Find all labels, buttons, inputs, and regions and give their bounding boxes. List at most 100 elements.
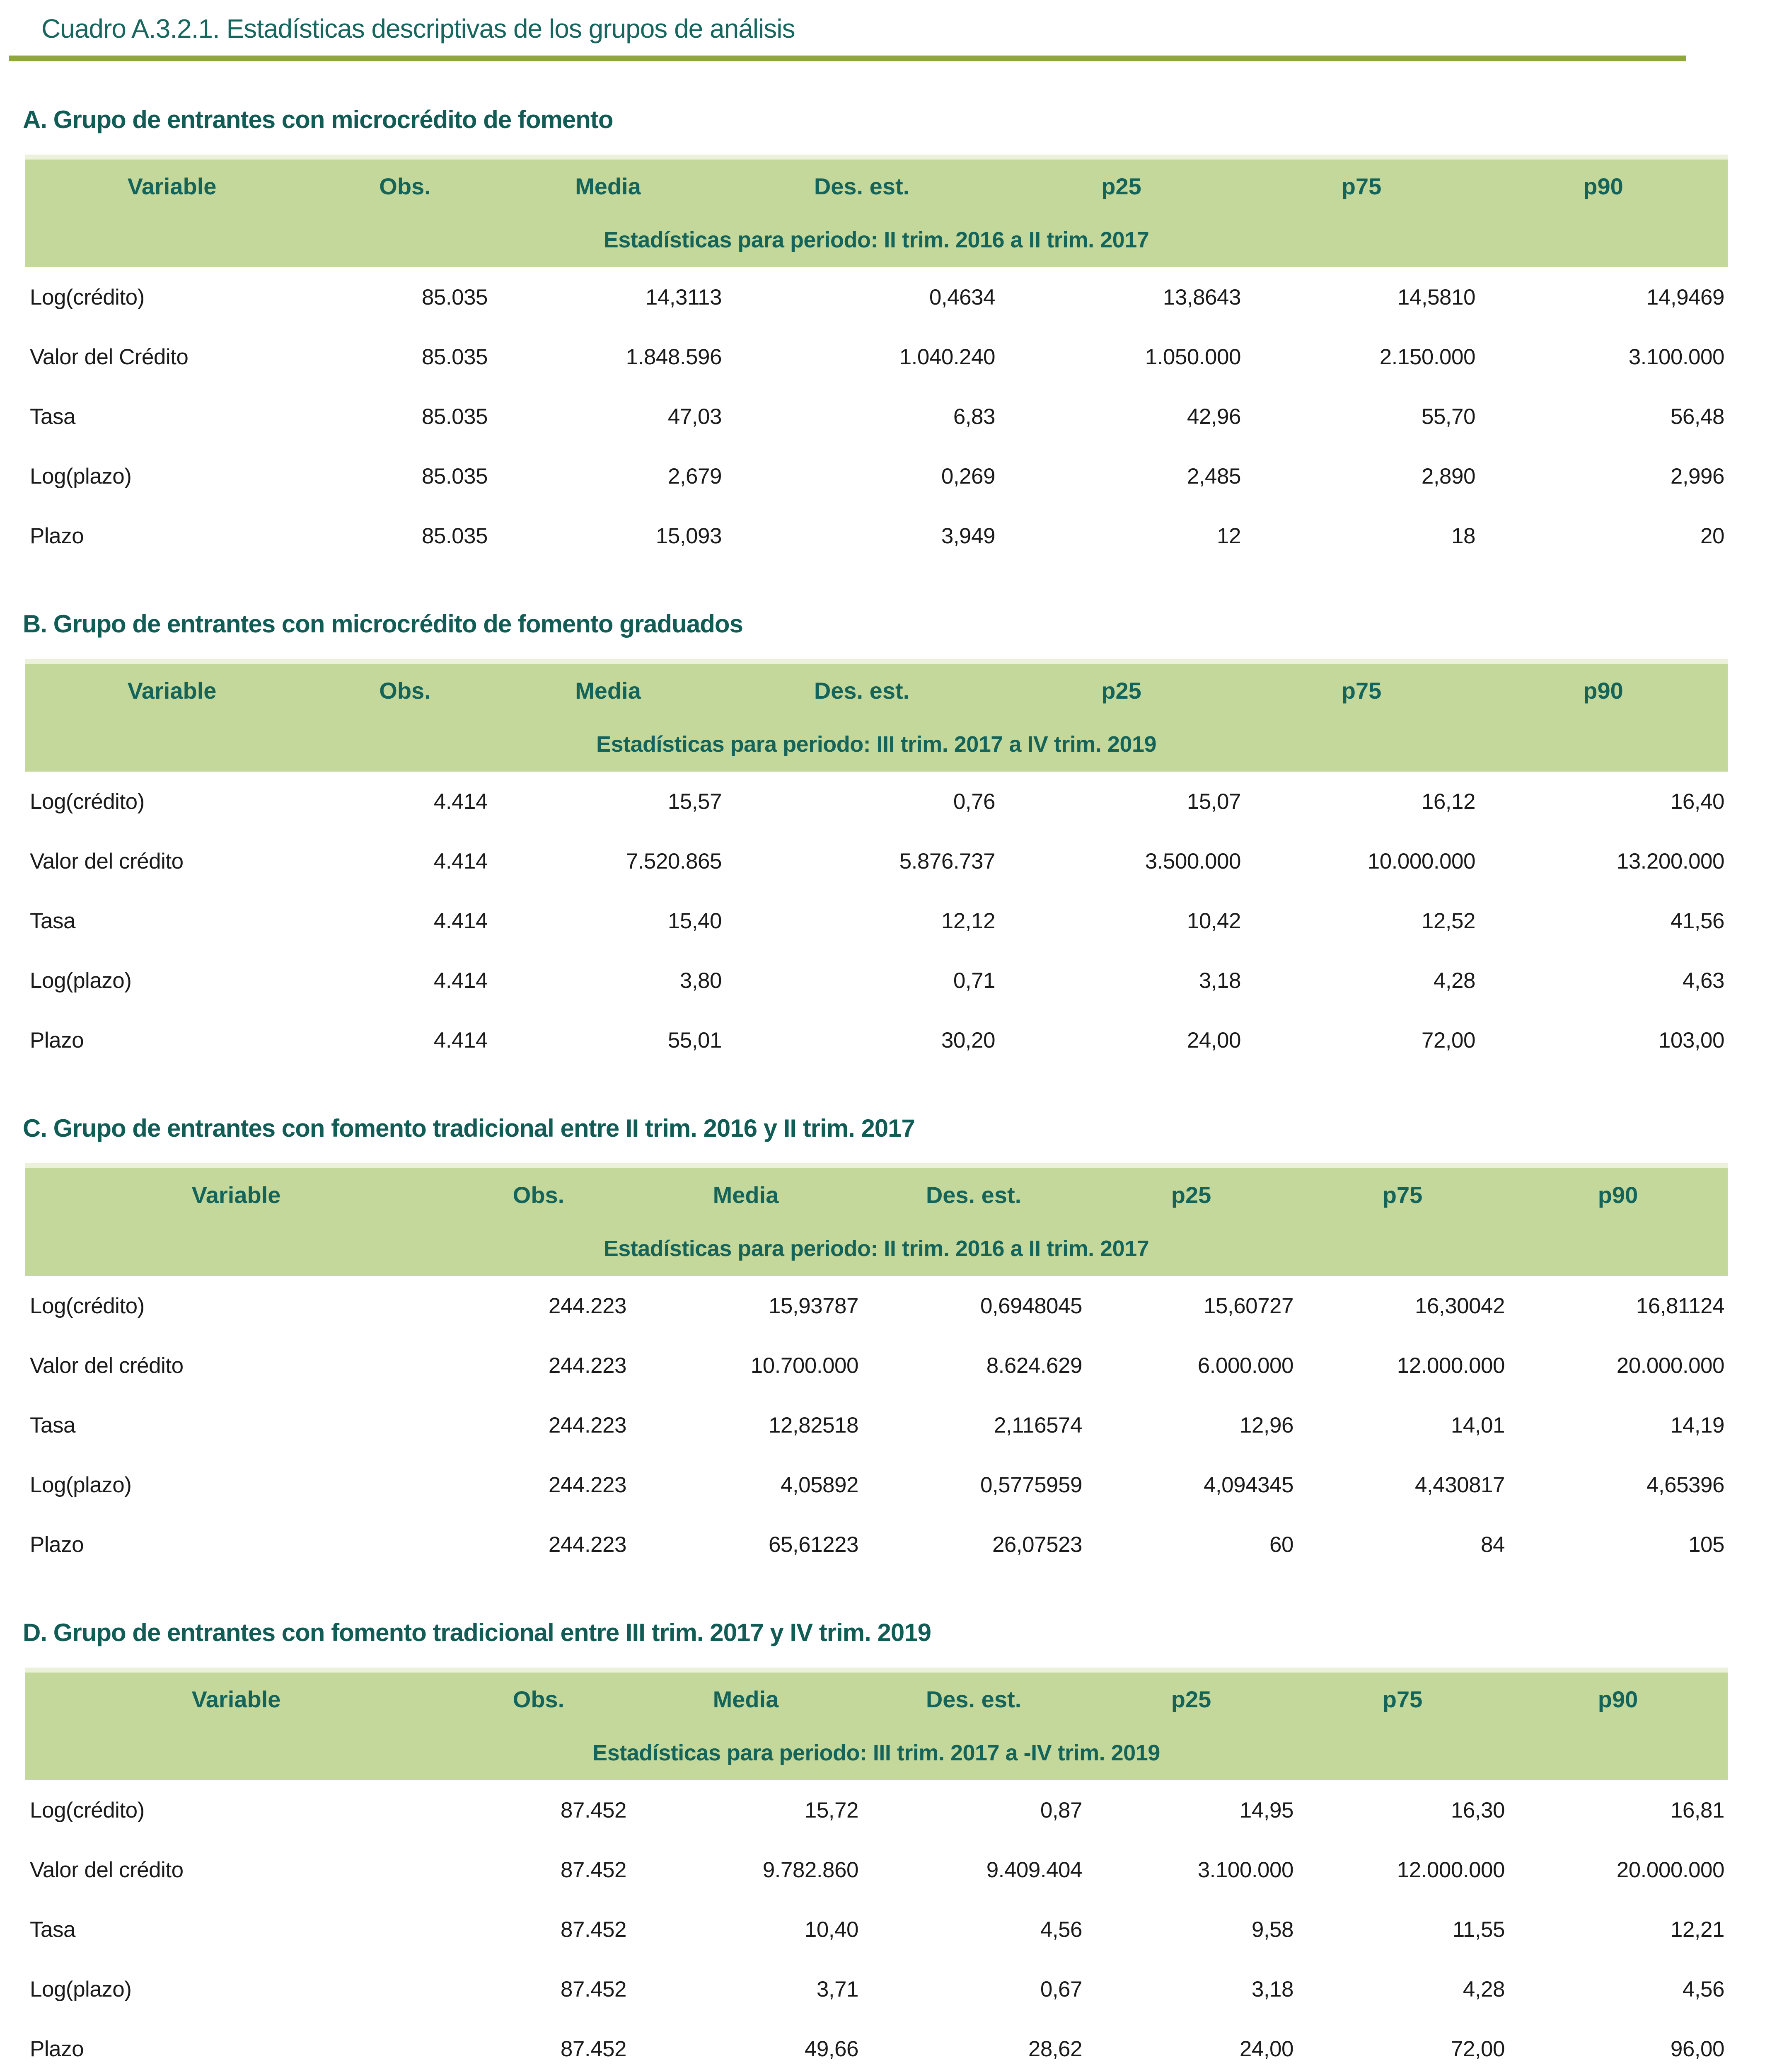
obs-cell: 87.452 bbox=[560, 2036, 627, 2061]
obs-cell: 244.223 bbox=[548, 1353, 627, 1378]
des-est-cell: 12,12 bbox=[941, 908, 996, 933]
column-header-des-est: Des. est. bbox=[862, 1670, 1086, 1726]
des-est-cell: 0,4634 bbox=[929, 285, 996, 310]
p75-cell: 18 bbox=[1451, 523, 1475, 548]
column-header-p75: p75 bbox=[1297, 1166, 1508, 1222]
p75-cell: 72,00 bbox=[1451, 2036, 1505, 2061]
obs-cell: 85.035 bbox=[421, 464, 488, 489]
table-row: Log(crédito) 87.452 15,72 0,87 14,95 16,… bbox=[25, 1780, 1728, 1840]
variable-cell: Log(crédito) bbox=[30, 789, 145, 814]
column-header-p75: p75 bbox=[1244, 157, 1479, 213]
media-cell: 4,05892 bbox=[780, 1472, 859, 1497]
table-body: Log(crédito) 85.035 14,3113 0,4634 13,86… bbox=[25, 267, 1728, 566]
p25-cell: 15,07 bbox=[1187, 789, 1241, 814]
p90-cell: 20 bbox=[1700, 523, 1724, 548]
obs-cell: 4.414 bbox=[433, 1028, 488, 1053]
column-header-des-est: Des. est. bbox=[862, 1166, 1086, 1222]
section-heading: B. Grupo de entrantes con microcrédito d… bbox=[23, 610, 743, 638]
p75-cell: 14,5810 bbox=[1397, 285, 1476, 310]
column-header-media: Media bbox=[630, 1670, 862, 1726]
des-est-cell: 3,949 bbox=[941, 523, 996, 548]
variable-cell: Valor del Crédito bbox=[30, 344, 189, 369]
table-header: Variable Obs. Media Des. est. p25 p75 p9… bbox=[25, 1166, 1728, 1276]
p90-cell: 96,00 bbox=[1670, 2036, 1725, 2061]
table-body: Log(crédito) 4.414 15,57 0,76 15,07 16,1… bbox=[25, 772, 1728, 1070]
media-cell: 12,82518 bbox=[768, 1413, 859, 1438]
table-row: Tasa 244.223 12,82518 2,116574 12,96 14,… bbox=[25, 1395, 1728, 1455]
table-section: C. Grupo de entrantes con fomento tradic… bbox=[0, 1114, 1777, 1574]
p25-cell: 15,60727 bbox=[1203, 1293, 1294, 1318]
p25-cell: 4,094345 bbox=[1203, 1472, 1294, 1497]
table-row: Log(plazo) 4.414 3,80 0,71 3,18 4,28 4,6… bbox=[25, 951, 1728, 1010]
column-header-variable: Variable bbox=[25, 157, 319, 213]
column-header-p25: p25 bbox=[999, 157, 1244, 213]
media-cell: 15,40 bbox=[667, 908, 722, 933]
period-subheader: Estadísticas para periodo: III trim. 201… bbox=[25, 1726, 1728, 1781]
table-row: Valor del Crédito 85.035 1.848.596 1.040… bbox=[25, 327, 1728, 387]
obs-cell: 85.035 bbox=[421, 404, 488, 429]
media-cell: 7.520.865 bbox=[626, 849, 722, 874]
obs-cell: 244.223 bbox=[548, 1472, 627, 1497]
p90-cell: 16,40 bbox=[1670, 789, 1725, 814]
obs-cell: 4.414 bbox=[433, 849, 488, 874]
variable-cell: Valor del crédito bbox=[30, 849, 184, 874]
p25-cell: 13,8643 bbox=[1163, 285, 1241, 310]
variable-cell: Valor del crédito bbox=[30, 1353, 184, 1378]
p75-cell: 72,00 bbox=[1421, 1028, 1476, 1053]
p75-cell: 2.150.000 bbox=[1379, 344, 1476, 369]
table-row: Valor del crédito 244.223 10.700.000 8.6… bbox=[25, 1336, 1728, 1395]
media-cell: 15,72 bbox=[804, 1798, 859, 1823]
variable-cell: Tasa bbox=[30, 404, 75, 429]
variable-cell: Valor del crédito bbox=[30, 1857, 184, 1882]
column-header-row: Variable Obs. Media Des. est. p25 p75 p9… bbox=[25, 1670, 1728, 1726]
column-header-p90: p90 bbox=[1479, 157, 1728, 213]
table-row: Valor del crédito 87.452 9.782.860 9.409… bbox=[25, 1840, 1728, 1900]
p25-cell: 42,96 bbox=[1187, 404, 1241, 429]
p25-cell: 3.500.000 bbox=[1145, 849, 1241, 874]
p90-cell: 2,996 bbox=[1670, 464, 1725, 489]
obs-cell: 87.452 bbox=[560, 1798, 627, 1823]
column-header-p90: p90 bbox=[1508, 1670, 1728, 1726]
period-subheader-row: Estadísticas para periodo: III trim. 201… bbox=[25, 717, 1728, 772]
p75-cell: 2,890 bbox=[1421, 464, 1476, 489]
des-est-cell: 0,76 bbox=[953, 789, 996, 814]
p25-cell: 3,18 bbox=[1199, 968, 1241, 993]
section-heading: D. Grupo de entrantes con fomento tradic… bbox=[23, 1619, 931, 1647]
column-header-row: Variable Obs. Media Des. est. p25 p75 p9… bbox=[25, 157, 1728, 213]
column-header-media: Media bbox=[630, 1166, 862, 1222]
des-est-cell: 8.624.629 bbox=[986, 1353, 1083, 1378]
media-cell: 10,40 bbox=[804, 1917, 859, 1942]
table-section: D. Grupo de entrantes con fomento tradic… bbox=[0, 1618, 1777, 2072]
table-body: Log(crédito) 244.223 15,93787 0,6948045 … bbox=[25, 1276, 1728, 1574]
table-row: Plazo 85.035 15,093 3,949 12 18 20 bbox=[25, 506, 1728, 566]
p90-cell: 14,9469 bbox=[1646, 285, 1725, 310]
variable-cell: Log(plazo) bbox=[30, 464, 132, 489]
media-cell: 9.782.860 bbox=[762, 1857, 859, 1882]
obs-cell: 4.414 bbox=[433, 908, 488, 933]
title-divider bbox=[9, 56, 1686, 62]
table-row: Valor del crédito 4.414 7.520.865 5.876.… bbox=[25, 831, 1728, 891]
des-est-cell: 5.876.737 bbox=[899, 849, 996, 874]
p90-cell: 103,00 bbox=[1658, 1028, 1725, 1053]
p90-cell: 16,81124 bbox=[1636, 1293, 1725, 1318]
p25-cell: 10,42 bbox=[1187, 908, 1241, 933]
p75-cell: 14,01 bbox=[1451, 1413, 1505, 1438]
obs-cell: 4.414 bbox=[433, 789, 488, 814]
section-heading: A. Grupo de entrantes con microcrédito d… bbox=[23, 106, 614, 134]
column-header-variable: Variable bbox=[25, 661, 319, 717]
period-subheader-row: Estadísticas para periodo: II trim. 2016… bbox=[25, 213, 1728, 268]
period-subheader-row: Estadísticas para periodo: III trim. 201… bbox=[25, 1726, 1728, 1781]
column-header-p25: p25 bbox=[1086, 1166, 1297, 1222]
media-cell: 15,57 bbox=[667, 789, 722, 814]
p75-cell: 4,28 bbox=[1433, 968, 1476, 993]
obs-cell: 244.223 bbox=[548, 1293, 627, 1318]
obs-cell: 244.223 bbox=[548, 1413, 627, 1438]
column-header-row: Variable Obs. Media Des. est. p25 p75 p9… bbox=[25, 1166, 1728, 1222]
period-subheader-row: Estadísticas para periodo: II trim. 2016… bbox=[25, 1221, 1728, 1276]
des-est-cell: 4,56 bbox=[1040, 1917, 1083, 1942]
des-est-cell: 26,07523 bbox=[992, 1532, 1083, 1557]
table-row: Log(plazo) 87.452 3,71 0,67 3,18 4,28 4,… bbox=[25, 1959, 1728, 2019]
p25-cell: 3,18 bbox=[1251, 1977, 1294, 2002]
table-row: Log(crédito) 85.035 14,3113 0,4634 13,86… bbox=[25, 267, 1728, 327]
media-cell: 10.700.000 bbox=[750, 1353, 859, 1378]
